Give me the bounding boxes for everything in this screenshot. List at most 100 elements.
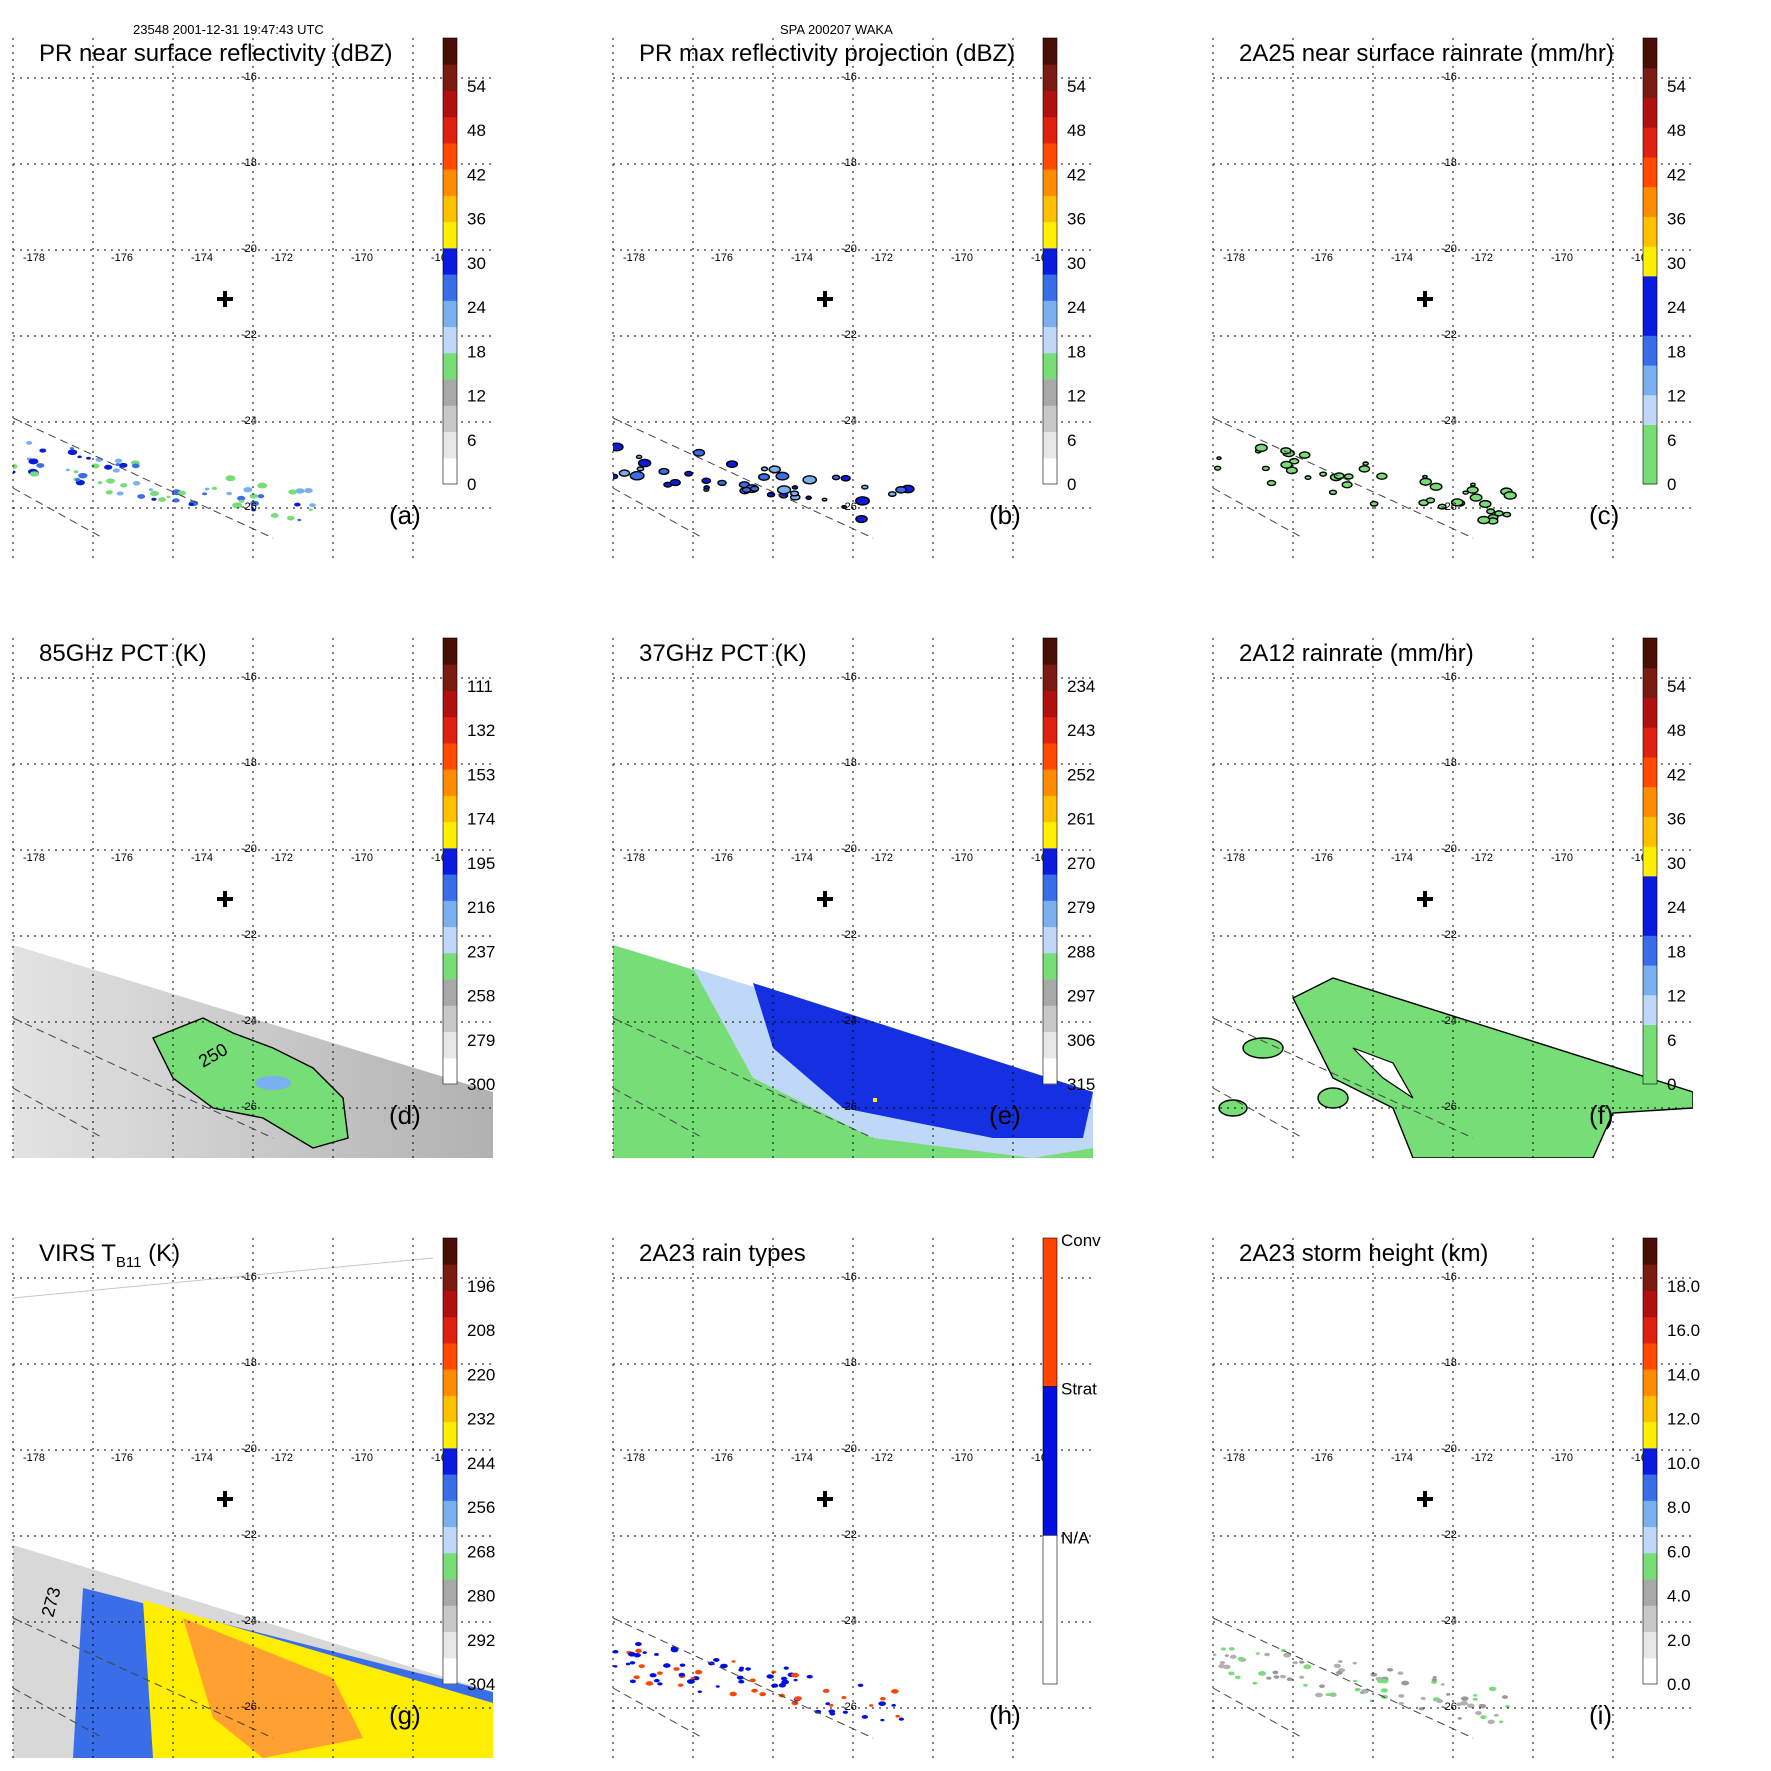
lat-tick-label: -18: [1441, 1357, 1457, 1369]
rain-cell: [1315, 1692, 1323, 1698]
lat-tick-label: -26: [241, 501, 257, 513]
rain-cell: [1328, 489, 1338, 496]
lon-tick-label: -172: [1471, 252, 1493, 264]
rain-cell: [1431, 1678, 1437, 1682]
colorbar-segment: [1043, 821, 1057, 849]
rain-cell: [690, 1677, 695, 1680]
rain-cell: [717, 479, 727, 487]
colorbar-tick-label: 54: [1667, 677, 1686, 696]
colorbar-tick-label: 12: [1667, 987, 1686, 1006]
rain-cell: [1229, 1654, 1237, 1659]
pr-swath-edge: [1212, 417, 1474, 539]
rain-cell: [669, 478, 681, 487]
rain-cell: [697, 1690, 702, 1693]
rain-cell: [1237, 1656, 1245, 1661]
lon-tick-label: -170: [351, 252, 373, 264]
rain-cell: [657, 1682, 663, 1686]
rain-cell: [1228, 1671, 1235, 1676]
panel-e-plot: -178 -176 -174 -172 -170 -168-16-18-20-22-24-…: [612, 637, 1095, 1158]
lat-tick-label: -16: [241, 71, 257, 83]
lat-tick-label: -18: [241, 157, 257, 169]
colorbar-tick-label: 14.0: [1667, 1365, 1700, 1384]
colorbar-segment: [443, 664, 457, 691]
colorbar-segment: [443, 379, 457, 406]
rain-cell: [137, 494, 146, 499]
colorbar-tick-label: 153: [467, 765, 495, 784]
lon-tick-label: -178: [623, 1452, 645, 1464]
rain-cell: [1460, 1700, 1468, 1706]
rain-area: [1292, 977, 1693, 1158]
colorbar-tick-label: 0.0: [1667, 1675, 1691, 1694]
lon-tick-label: -174: [791, 1452, 813, 1464]
rain-cell: [226, 491, 233, 496]
panel-g-title: VIRS TB11 (K): [39, 1240, 181, 1271]
colorbar-segment: [1643, 965, 1657, 996]
colorbar-tick-label: 12: [1067, 387, 1086, 406]
rain-cell: [739, 1666, 744, 1670]
panel-f-colorbar: 54 48 42 36 30 24 18 12 6 0: [1642, 637, 1686, 1094]
colorbar-segment: [1043, 1031, 1057, 1059]
lon-tick-label: -170: [951, 852, 973, 864]
panel-b-colorbar: 54 48 42 36 30 24 18 12 6 0: [1042, 37, 1086, 494]
colorbar-segment: [1643, 305, 1657, 336]
rain-cell: [771, 1670, 777, 1674]
rain-cell: [158, 497, 166, 502]
rain-cell: [1283, 1652, 1292, 1658]
rain-cell: [151, 497, 157, 501]
rain-cell: [1218, 1663, 1226, 1669]
panel-f-plot: -178 -176 -174 -172 -170 -168-16-18-20-22-24-…: [1212, 637, 1693, 1158]
rain-cell: [166, 495, 171, 499]
rain-cell: [86, 456, 91, 460]
panel-h-colorbar: Conv Strat N/A: [1042, 1231, 1101, 1685]
lat-tick-label: -20: [1441, 843, 1457, 855]
rain-cell: [116, 491, 124, 496]
colorbar-segment: [1643, 127, 1657, 158]
rain-cell: [613, 1649, 619, 1654]
colorbar-segment: [1643, 1421, 1657, 1449]
pr-swath-edge: [612, 1617, 874, 1739]
colorbar-tick-label: 36: [1667, 810, 1686, 829]
panel-b-field: [613, 442, 915, 524]
panel-b-plot: -178 -176 -174 -172 -170 -168-16-18-20-22-24-…: [612, 37, 1093, 558]
colorbar-tick-label: 270: [1067, 854, 1095, 873]
rain-cell: [1352, 1661, 1357, 1665]
rain-cell: [232, 502, 243, 509]
lat-tick-label: -20: [241, 243, 257, 255]
colorbar-segment: [1043, 221, 1057, 249]
rain-cell: [1457, 1717, 1462, 1720]
lat-tick-label: -24: [1441, 1015, 1457, 1027]
lon-tick-label: -170: [1551, 252, 1573, 264]
colorbar-segment: [443, 638, 457, 665]
lat-tick-label: -26: [841, 501, 857, 513]
colorbar-tick-label: 16.0: [1667, 1321, 1700, 1340]
rain-cell: [789, 490, 800, 497]
lat-tick-label: -18: [841, 1357, 857, 1369]
rain-cell: [679, 1663, 686, 1667]
rain-cell: [684, 470, 694, 477]
panel-i-label: (i): [1589, 1700, 1613, 1730]
colorbar-segment: [443, 274, 457, 301]
lat-tick-label: -24: [1441, 415, 1457, 427]
colorbar-tick-label: 243: [1067, 721, 1095, 740]
colorbar-segment: [1643, 335, 1657, 366]
lat-tick-label: -18: [241, 1357, 257, 1369]
header-storm-id: SPA 200207 WAKA: [780, 22, 893, 37]
rain-cell: [891, 1689, 899, 1694]
rain-cell: [114, 458, 123, 463]
colorbar-tick-label: 54: [1067, 77, 1086, 96]
rain-cell: [658, 467, 670, 476]
rain-cell: [1440, 1683, 1445, 1686]
rain-cell: [1218, 1099, 1248, 1117]
colorbar-segment: [443, 769, 457, 796]
rain-cell: [149, 490, 159, 497]
rain-cell: [1398, 1694, 1405, 1698]
rain-cell: [720, 1663, 728, 1669]
colorbar-segment: [443, 1421, 457, 1449]
lat-tick-label: -24: [841, 1015, 857, 1027]
colorbar-segment: [1643, 1631, 1657, 1659]
rain-cell: [1380, 1688, 1388, 1693]
rain-cell: [1298, 451, 1311, 459]
lat-tick-label: -20: [241, 1443, 257, 1455]
colorbar-tick-label: 42: [467, 165, 486, 184]
rain-cell: [1219, 1660, 1226, 1665]
